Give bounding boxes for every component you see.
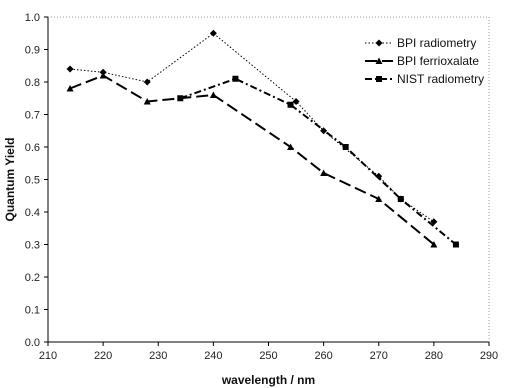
data-point-square <box>177 95 184 102</box>
data-point-square <box>376 76 382 82</box>
data-point-square <box>452 241 459 248</box>
legend-label: NIST radiometry <box>397 72 484 86</box>
legend-item: NIST radiometry <box>365 72 484 86</box>
y-tick-label: 0.2 <box>25 272 40 284</box>
data-point-triangle <box>430 241 438 248</box>
data-point-diamond <box>292 98 300 105</box>
x-tick-label: 240 <box>204 350 222 362</box>
legend-item: BPI radiometry <box>365 36 476 50</box>
data-point-square <box>287 101 294 108</box>
series-3 <box>177 75 459 248</box>
series-1 <box>66 29 438 226</box>
y-tick-label: 1.0 <box>25 12 40 24</box>
data-point-square <box>397 196 404 202</box>
data-point-triangle <box>209 91 217 98</box>
x-tick-label: 280 <box>425 350 443 362</box>
data-point-triangle <box>66 85 74 92</box>
y-axis-ticks: 0.0 0.1 0.2 0.3 0.4 0.5 0.6 0.7 0.8 0.9 1.0 <box>25 12 48 349</box>
y-tick-label: 0.9 <box>25 45 40 57</box>
data-point-diamond <box>143 78 151 86</box>
y-tick-label: 0.4 <box>25 207 40 219</box>
series-layer <box>66 29 459 248</box>
data-point-diamond <box>375 39 383 47</box>
data-point-triangle <box>375 57 383 64</box>
data-point-square <box>232 75 239 82</box>
data-point-diamond <box>209 29 217 37</box>
x-tick-label: 250 <box>259 350 277 362</box>
data-point-square <box>342 144 349 150</box>
legend-label: BPI ferrioxalate <box>397 54 479 68</box>
x-tick-label: 220 <box>94 350 112 362</box>
y-tick-label: 0.1 <box>25 305 40 317</box>
y-axis-title: Quantum Yield <box>3 137 17 221</box>
legend-label: BPI radiometry <box>397 36 476 50</box>
data-point-diamond <box>430 218 438 226</box>
y-tick-label: 0.7 <box>25 110 40 122</box>
data-point-triangle <box>375 195 383 202</box>
data-point-triangle <box>99 72 107 79</box>
x-axis-title: wavelength / nm <box>221 373 315 387</box>
data-point-triangle <box>143 98 151 105</box>
x-axis-ticks: 210 220 230 240 250 260 270 280 290 <box>39 342 498 362</box>
x-tick-label: 290 <box>480 350 498 362</box>
legend: BPI radiometry BPI ferrioxalate NIST radio… <box>365 36 484 86</box>
legend-item: BPI ferrioxalate <box>365 54 479 68</box>
y-tick-label: 0.8 <box>25 77 40 89</box>
x-tick-label: 210 <box>39 350 57 362</box>
y-tick-label: 0.3 <box>25 240 40 252</box>
series-line <box>69 74 435 246</box>
y-tick-label: 0.0 <box>25 337 40 349</box>
x-tick-label: 270 <box>370 350 388 362</box>
y-tick-label: 0.6 <box>25 142 40 154</box>
data-point-triangle <box>287 143 295 150</box>
data-point-triangle <box>320 169 328 176</box>
series-line <box>179 77 457 246</box>
data-point-diamond <box>66 65 74 73</box>
x-tick-label: 230 <box>149 350 167 362</box>
series-2 <box>66 72 438 248</box>
y-tick-label: 0.5 <box>25 175 40 187</box>
data-point-diamond <box>375 172 383 180</box>
x-tick-label: 260 <box>314 350 332 362</box>
